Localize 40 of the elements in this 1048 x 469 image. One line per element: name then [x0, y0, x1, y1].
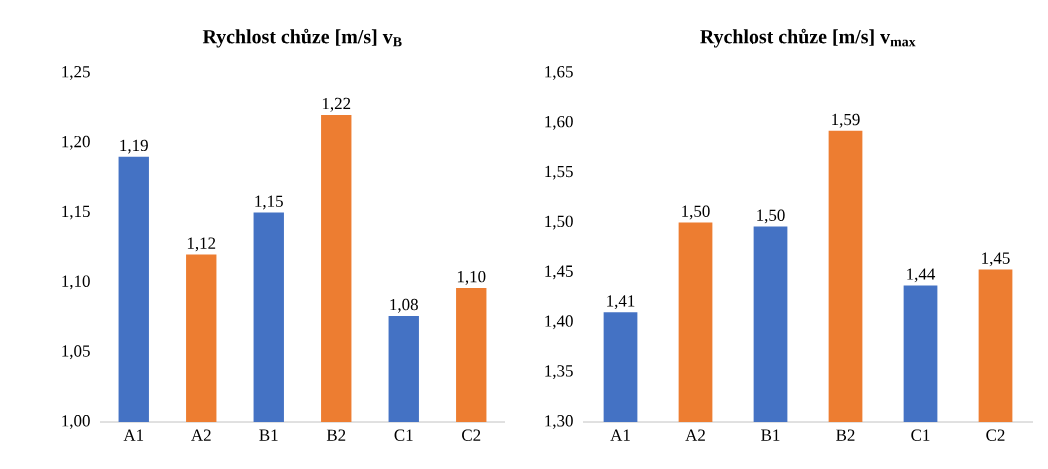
x-tick-label: B1: [259, 429, 278, 441]
x-tick-label: B2: [326, 429, 346, 441]
y-tick-label: 1,00: [62, 415, 90, 429]
x-tick-label: C2: [986, 429, 1005, 441]
y-tick-label: 1,60: [545, 115, 573, 130]
x-tick-label: B1: [761, 429, 780, 441]
y-tick-label: 1,65: [545, 66, 573, 80]
y-tick-label: 1,30: [545, 415, 573, 429]
data-label: 1,50: [757, 209, 785, 224]
data-label: 1,10: [457, 270, 486, 285]
x-tick-label: B2: [836, 429, 855, 441]
data-label: 1,59: [832, 113, 860, 128]
chart-title: Rychlost chůze [m/s] v$_{max}$: [700, 28, 916, 48]
y-tick-label: 1,35: [545, 365, 573, 380]
x-tick-label: A1: [610, 429, 630, 441]
data-label: 1,41: [607, 295, 635, 310]
x-tick-label: A2: [191, 429, 211, 441]
y-tick-label: 1,55: [545, 165, 573, 180]
x-tick-label: C1: [911, 429, 930, 441]
data-label: 1,44: [907, 268, 936, 283]
y-tick-label: 1,10: [62, 275, 90, 290]
y-tick-label: 1,15: [62, 205, 90, 220]
data-label: 1,50: [682, 205, 710, 220]
y-tick-label: 1,50: [545, 215, 573, 230]
chart-title: Rychlost chůze [m/s] v$_{B}$: [202, 28, 402, 48]
x-tick-label: A2: [685, 429, 705, 441]
data-label: 1,15: [255, 195, 283, 210]
data-label: 1,45: [982, 252, 1010, 267]
y-tick-label: 1,40: [545, 315, 573, 330]
x-tick-label: A1: [123, 429, 144, 441]
y-tick-label: 1,45: [545, 265, 573, 280]
x-tick-label: C1: [394, 429, 413, 441]
data-label: 1,08: [390, 298, 418, 313]
data-label: 1,19: [120, 139, 148, 154]
y-tick-label: 1,05: [62, 345, 90, 360]
y-tick-label: 1,25: [62, 66, 90, 80]
data-label: 1,22: [322, 97, 351, 112]
data-label: 1,12: [187, 237, 216, 252]
x-tick-label: C2: [462, 429, 481, 441]
y-tick-label: 1,20: [62, 135, 90, 150]
